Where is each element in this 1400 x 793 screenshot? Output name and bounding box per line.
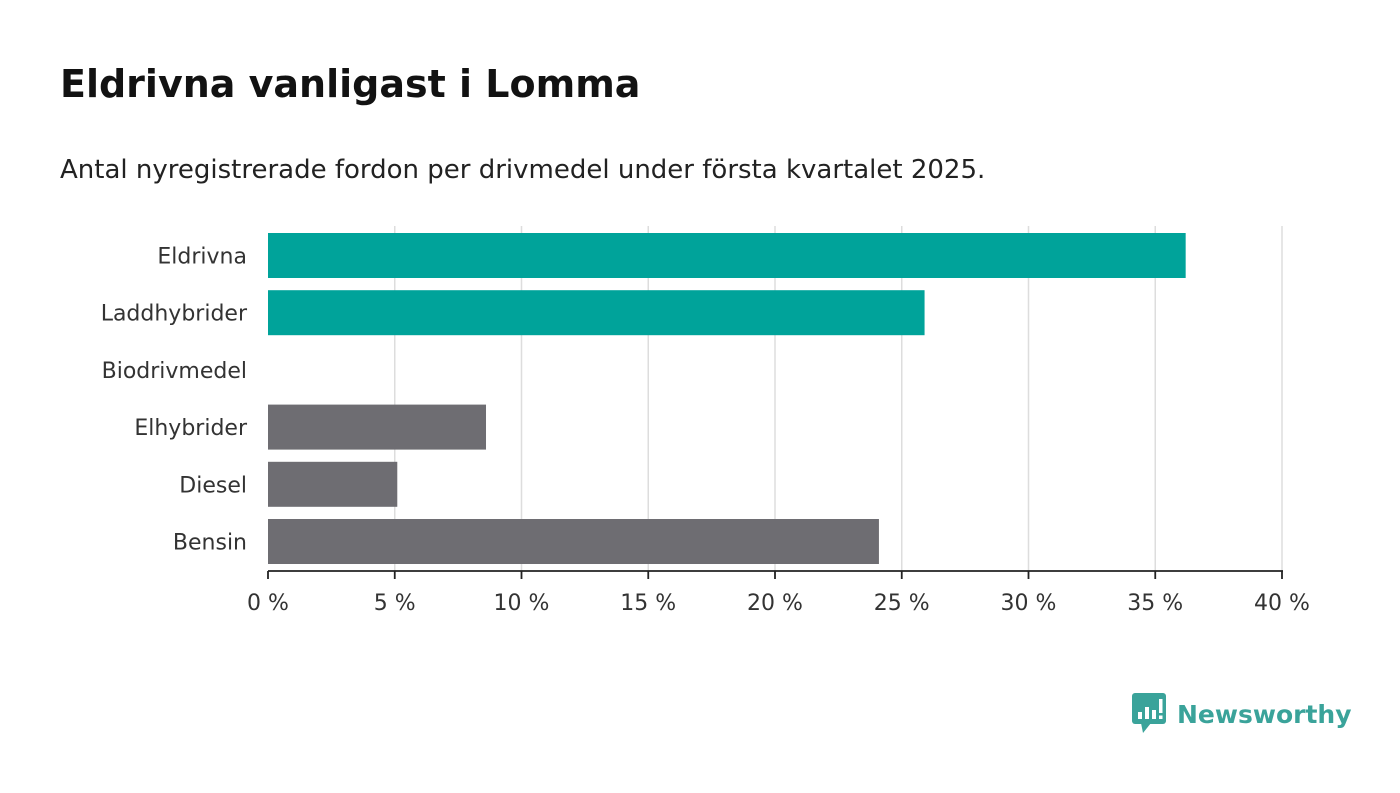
category-label: Laddhybrider: [101, 302, 248, 327]
x-axis: 0 % 5 % 10 % 15 % 20 % 25 % 30 % 35 % 40 %: [247, 570, 1310, 616]
gridlines: [394, 226, 1283, 571]
x-tick-label: 25 %: [874, 591, 930, 616]
category-label: Elhybrider: [134, 416, 248, 441]
x-tick-label: 15 %: [620, 591, 676, 616]
brand-logo: Newsworthy: [1131, 692, 1352, 736]
x-tick-label: 20 %: [747, 591, 803, 616]
category-label: Bensin: [173, 531, 247, 556]
category-label: Eldrivna: [157, 245, 247, 270]
chart-subtitle: Antal nyregistrerade fordon per drivmede…: [60, 155, 986, 185]
bar-laddhybrider: [268, 290, 925, 336]
x-tick-label: 35 %: [1127, 591, 1183, 616]
x-tick-label: 30 %: [1001, 591, 1057, 616]
x-tick-label: 40 %: [1254, 591, 1310, 616]
bar-chart: Eldrivna Laddhybrider Biodrivmedel Elhybrid…: [101, 226, 1310, 616]
x-tick-label: 5 %: [374, 591, 416, 616]
bar-bensin: [268, 519, 879, 564]
chart-title: Eldrivna vanligast i Lomma: [60, 62, 641, 106]
x-tick-label: 10 %: [494, 591, 550, 616]
newsworthy-logo-icon: [1132, 693, 1166, 733]
category-labels: Eldrivna Laddhybrider Biodrivmedel Elhybrid…: [101, 245, 248, 556]
bars: [268, 233, 1186, 564]
category-label: Diesel: [179, 473, 247, 498]
x-tick-label: 0 %: [247, 591, 289, 616]
bar-elhybrider: [268, 404, 487, 450]
bar-eldrivna: [268, 233, 1186, 278]
category-label: Biodrivmedel: [102, 359, 247, 384]
bar-diesel: [268, 461, 398, 507]
brand-name: Newsworthy: [1177, 699, 1352, 729]
